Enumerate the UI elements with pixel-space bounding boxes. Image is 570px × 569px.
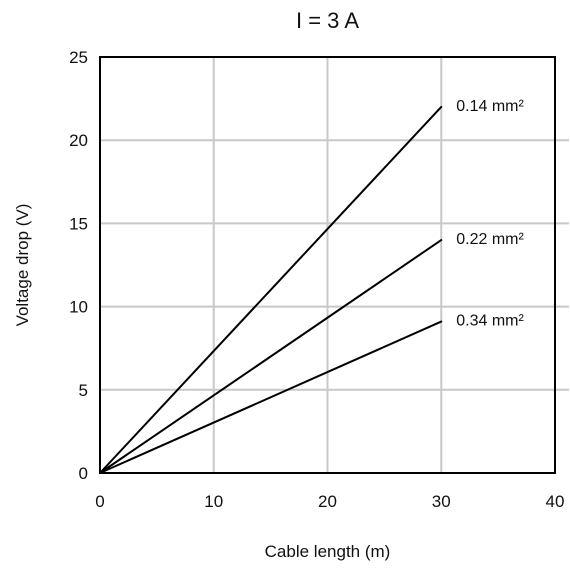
y-tick-label: 25 [69, 48, 88, 67]
x-axis-title: Cable length (m) [265, 542, 391, 561]
y-tick-label: 10 [69, 298, 88, 317]
series-label: 0.22 mm² [456, 231, 524, 248]
series-label: 0.14 mm² [456, 98, 524, 115]
y-axis-title: Voltage drop (V) [13, 204, 32, 327]
series-line [99, 239, 443, 474]
series-label: 0.34 mm² [456, 313, 524, 330]
series-layer [99, 105, 443, 474]
y-tick-label: 20 [69, 131, 88, 150]
series-line [99, 105, 443, 474]
series-labels: 0.14 mm² 0.22 mm² 0.34 mm² [456, 98, 524, 330]
y-tick-label: 0 [79, 464, 88, 483]
x-tick-label: 30 [432, 492, 451, 511]
y-tick-label: 5 [79, 381, 88, 400]
y-tick-label: 15 [69, 214, 88, 233]
grid-layer [100, 57, 569, 473]
x-tick-label: 20 [318, 492, 337, 511]
chart-title: I = 3 A [296, 8, 359, 33]
plot-frame [99, 56, 556, 474]
tick-labels: 0 10 20 30 40 0 5 10 15 20 25 [69, 48, 564, 511]
x-tick-label: 0 [95, 492, 104, 511]
series-line [99, 320, 443, 474]
x-tick-label: 40 [546, 492, 565, 511]
x-tick-label: 10 [204, 492, 223, 511]
